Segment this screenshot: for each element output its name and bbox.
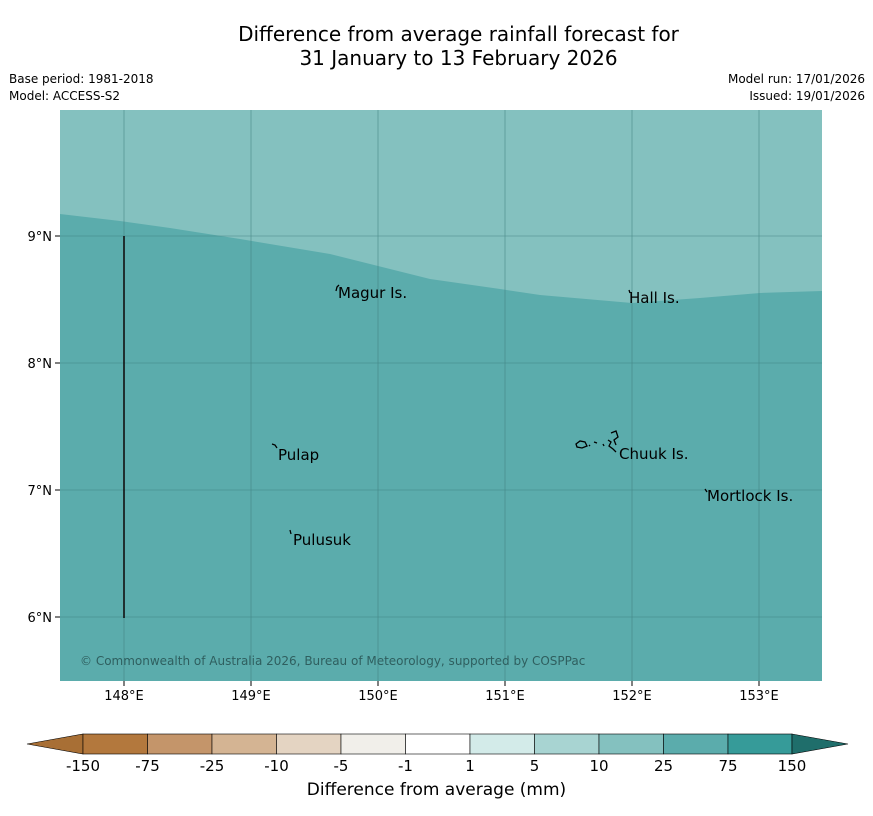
colorbar-bin xyxy=(405,733,471,755)
pulusuk-island-shape xyxy=(289,529,292,535)
colorbar-bin xyxy=(211,733,277,755)
map-info-right: Model run: 17/01/2026 Issued: 19/01/2026 xyxy=(728,71,865,105)
colorbar-label: -1 xyxy=(398,757,413,775)
rainfall-band-10-25 xyxy=(60,110,822,303)
island-label-pulusuk: Pulusuk xyxy=(293,531,351,549)
colorbar-bin xyxy=(469,733,535,755)
island-label-mortlock: Mortlock Is. xyxy=(707,487,793,505)
model-run: Model run: 17/01/2026 xyxy=(727,72,865,86)
colorbar xyxy=(26,733,849,755)
lon-tick-label: 148°E xyxy=(104,689,144,704)
colorbar-label: -10 xyxy=(264,757,289,775)
lon-tick-label: 150°E xyxy=(358,689,398,704)
colorbar-bin xyxy=(147,733,213,755)
colorbar-bin xyxy=(276,733,342,755)
lat-tick-label: 9°N xyxy=(28,230,53,245)
mortlock-island-shape xyxy=(704,488,708,493)
pulap-island-shape xyxy=(271,443,278,449)
colorbar-bin xyxy=(340,733,406,755)
lat-tick-label: 6°N xyxy=(28,611,53,626)
island-label-pulap: Pulap xyxy=(278,446,319,464)
colorbar-label: -150 xyxy=(66,757,100,775)
lat-tick-label: 7°N xyxy=(28,484,53,499)
colorbar-label: 10 xyxy=(589,757,608,775)
island-label-chuuk: Chuuk Is. xyxy=(619,445,688,463)
colorbar-extend-low xyxy=(26,733,84,755)
colorbar-title: Difference from average (mm) xyxy=(306,780,567,800)
colorbar-label: 5 xyxy=(530,757,540,775)
island-label-hall: Hall Is. xyxy=(629,289,680,307)
map-info-left: Base period: 1981-2018 Model: ACCESS-S2 xyxy=(9,71,154,105)
model-name: Model: ACCESS-S2 xyxy=(9,89,121,103)
colorbar-bin xyxy=(534,733,600,755)
colorbar-bin xyxy=(727,733,793,755)
issued-date: Issued: 19/01/2026 xyxy=(749,89,865,103)
copyright-notice: © Commonwealth of Australia 2026, Bureau… xyxy=(80,654,585,668)
base-period: Base period: 1981-2018 xyxy=(9,72,154,86)
magur-island-shape xyxy=(335,284,340,292)
lon-tick-label: 149°E xyxy=(231,689,271,704)
colorbar-bin xyxy=(82,733,148,755)
island-outlines xyxy=(271,284,708,535)
colorbar-label: 75 xyxy=(718,757,737,775)
colorbar-label: -75 xyxy=(135,757,160,775)
chuuk-lagoon-shape xyxy=(575,430,619,453)
colorbar-label: 150 xyxy=(778,757,807,775)
title-line-2: 31 January to 13 February 2026 xyxy=(299,46,618,70)
colorbar-label: -25 xyxy=(200,757,225,775)
title-line-1: Difference from average rainfall forecas… xyxy=(238,22,679,46)
lon-tick-label: 151°E xyxy=(485,689,525,704)
lon-tick-label: 153°E xyxy=(739,689,779,704)
colorbar-bin xyxy=(598,733,664,755)
lon-tick-label: 152°E xyxy=(612,689,652,704)
lat-tick-label: 8°N xyxy=(28,357,53,372)
colorbar-extend-high xyxy=(791,733,849,755)
axis-ticks xyxy=(55,235,760,686)
island-label-magur: Magur Is. xyxy=(338,284,407,302)
map-title: Difference from average rainfall forecas… xyxy=(0,22,873,70)
hall-island-shape xyxy=(628,289,631,294)
colorbar-bin xyxy=(663,733,729,755)
colorbar-label: 25 xyxy=(654,757,673,775)
colorbar-label: -5 xyxy=(334,757,349,775)
colorbar-label: 1 xyxy=(465,757,475,775)
